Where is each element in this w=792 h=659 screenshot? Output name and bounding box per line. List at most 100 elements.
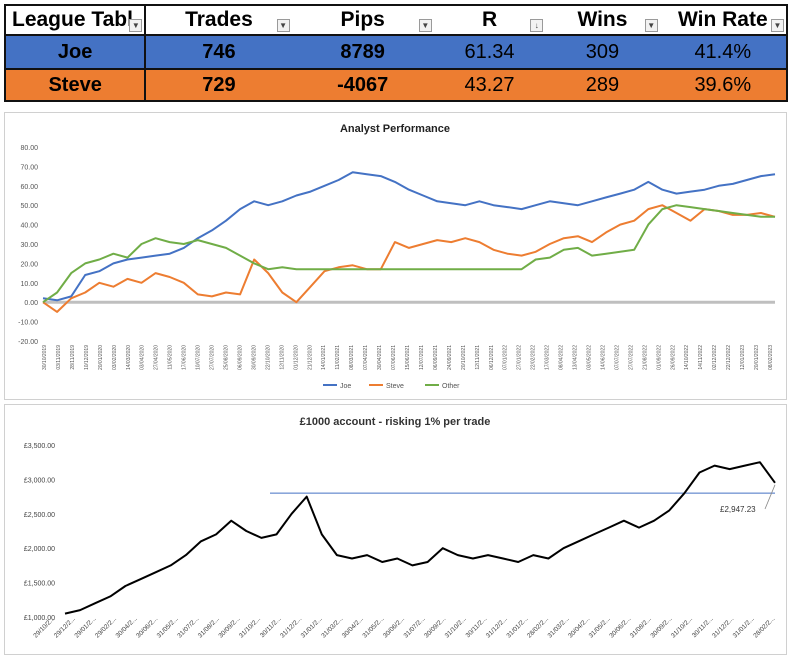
x-tick-label: 27/07/2020 <box>210 345 216 370</box>
x-tick-label: 27/04/2020 <box>154 345 160 370</box>
x-tick-label: 11/05/2020 <box>168 345 174 370</box>
header-label: Pips <box>340 8 385 31</box>
x-tick-label: 22/12/2022 <box>726 345 732 370</box>
header-label: Wins <box>577 8 628 31</box>
cell-name: Joe <box>6 36 147 68</box>
y-tick-label: 70.00 <box>20 164 38 171</box>
y-tick-label: 30.00 <box>20 242 38 249</box>
y-tick-label: 20.00 <box>20 261 38 268</box>
x-tick-label: 14/03/2020 <box>126 345 132 370</box>
cell-pips: 8789 <box>340 40 385 63</box>
series-line-joe <box>42 171 776 302</box>
x-tick-label: 21/12/2020 <box>307 345 313 370</box>
series-line-account <box>64 461 776 615</box>
x-tick-label: 03/04/2020 <box>140 345 146 370</box>
y-tick-label: £3,500.00 <box>24 443 55 450</box>
x-tick-label: 12/11/2021 <box>475 345 481 370</box>
legend-label-steve: Steve <box>386 383 404 390</box>
header-wins[interactable]: Wins ▼ <box>545 6 659 34</box>
cell-name: Steve <box>6 70 147 100</box>
account-growth-chart-panel[interactable]: £1000 account - risking 1% per trade £3,5… <box>4 404 787 655</box>
cell-r: 43.27 <box>464 73 515 96</box>
cell-trades: 729 <box>202 73 236 96</box>
header-pips[interactable]: Pips ▼ <box>292 6 434 34</box>
y-tick-label: -10.00 <box>18 320 38 327</box>
chart-title: Analyst Performance <box>340 123 450 135</box>
header-r[interactable]: R ↓ <box>434 6 545 34</box>
y-tick-label: 10.00 <box>20 281 38 288</box>
x-tick-label: 14/11/2022 <box>698 345 704 370</box>
y-tick-label: £1,000.00 <box>24 615 55 622</box>
y-tick-label: £1,500.00 <box>24 581 55 588</box>
cell-wins: 309 <box>585 40 620 63</box>
x-tick-label: 07/01/2022 <box>503 345 509 370</box>
account-growth-chart: £1000 account - risking 1% per trade £3,5… <box>24 416 777 640</box>
x-tick-label: 14/01/2021 <box>321 345 327 370</box>
table-header-row: League Tabl ▼ Trades ▼ Pips ▼ R ↓ Wins ▼ Win … <box>4 4 788 36</box>
x-tick-label: 06/09/2020 <box>237 345 243 370</box>
dropdown-arrow-icon[interactable]: ▼ <box>418 19 432 32</box>
x-tick-label: 07/07/2022 <box>614 345 620 370</box>
x-tick-label: 15/06/2021 <box>405 345 411 370</box>
analyst-performance-chart: Analyst Performance 80.00 70.00 60.00 50.00 4… <box>18 123 776 390</box>
x-tick-label: 12/07/2021 <box>419 345 425 370</box>
y-tick-label: £3,000.00 <box>24 477 55 484</box>
header-trades[interactable]: Trades ▼ <box>146 6 291 34</box>
x-tick-label: 03/02/2020 <box>112 345 118 370</box>
y-tick-label: £2,000.00 <box>24 546 55 553</box>
cell-r: 61.34 <box>464 40 515 63</box>
y-tick-label: 50.00 <box>20 203 38 210</box>
x-tick-label: 22/10/2020 <box>265 345 271 370</box>
series-line-other <box>42 204 775 304</box>
x-tick-label: 30/10/2019 <box>42 345 48 370</box>
header-label: Trades <box>185 8 253 31</box>
x-tick-label: 12/01/2023 <box>740 345 746 370</box>
cell-win-rate: 41.4% <box>694 40 752 63</box>
x-tick-label: 30/04/2021 <box>377 345 383 370</box>
dropdown-arrow-icon[interactable]: ▼ <box>644 19 658 32</box>
header-win-rate[interactable]: Win Rate ▼ <box>660 6 786 34</box>
x-tick-label: 27/01/2022 <box>517 345 523 370</box>
league-table: League Tabl ▼ Trades ▼ Pips ▼ R ↓ Wins ▼ Win … <box>0 0 792 104</box>
y-tick-label: £2,500.00 <box>24 512 55 519</box>
x-tick-label: 31/10/2... <box>670 615 694 639</box>
cell-wins: 289 <box>585 73 620 96</box>
cell-win-rate: 39.6% <box>694 73 752 96</box>
x-tick-label: 10/12/2019 <box>84 345 90 370</box>
dropdown-arrow-icon[interactable]: ▼ <box>276 19 290 32</box>
y-tick-label: 60.00 <box>20 184 38 191</box>
legend-label-joe: Joe <box>340 383 351 390</box>
header-label: Win Rate <box>678 8 768 31</box>
table-row-steve: Steve 729 -4067 43.27 289 39.6% <box>4 70 788 102</box>
x-tick-label: 26/09/2022 <box>670 345 676 370</box>
legend-label-other: Other <box>442 383 460 390</box>
x-tick-label: 22/02/2022 <box>531 345 537 370</box>
sort-descending-icon[interactable]: ↓ <box>530 19 544 32</box>
x-tick-label: 30/09/2020 <box>251 345 257 370</box>
x-tick-label: 20/01/2020 <box>98 345 104 370</box>
chart-title: £1000 account - risking 1% per trade <box>300 416 491 428</box>
x-tick-label: 01/09/2022 <box>656 345 662 370</box>
x-tick-label: 08/02/2023 <box>768 345 774 370</box>
x-tick-label: 13/04/2022 <box>573 345 579 370</box>
header-league-table[interactable]: League Tabl ▼ <box>6 6 147 34</box>
x-tick-label: 02/12/2022 <box>712 345 718 370</box>
x-tick-label: 17/03/2022 <box>545 345 551 370</box>
y-tick-label: 40.00 <box>20 223 38 230</box>
x-tick-label: 28/02/2... <box>752 615 776 639</box>
dropdown-arrow-icon[interactable]: ▼ <box>129 19 143 32</box>
header-label: R <box>481 8 498 31</box>
analyst-performance-chart-panel[interactable]: Analyst Performance 80.00 70.00 60.00 50.00 4… <box>4 112 787 400</box>
x-tick-label: 12/11/2020 <box>279 345 285 370</box>
cell-trades: 746 <box>202 40 236 63</box>
x-tick-label: 08/03/2021 <box>349 345 355 370</box>
x-tick-label: 20/10/2021 <box>461 345 467 370</box>
y-tick-label: 80.00 <box>20 145 38 152</box>
x-tick-label: 11/02/2021 <box>335 345 341 370</box>
x-tick-label: 08/04/2022 <box>559 345 565 370</box>
series-line-steve <box>42 204 776 313</box>
x-tick-label: 14/06/2022 <box>600 345 606 370</box>
x-tick-label: 21/08/2022 <box>642 345 648 370</box>
x-tick-label: 01/12/2020 <box>293 345 299 370</box>
dropdown-arrow-icon[interactable]: ▼ <box>771 19 784 32</box>
